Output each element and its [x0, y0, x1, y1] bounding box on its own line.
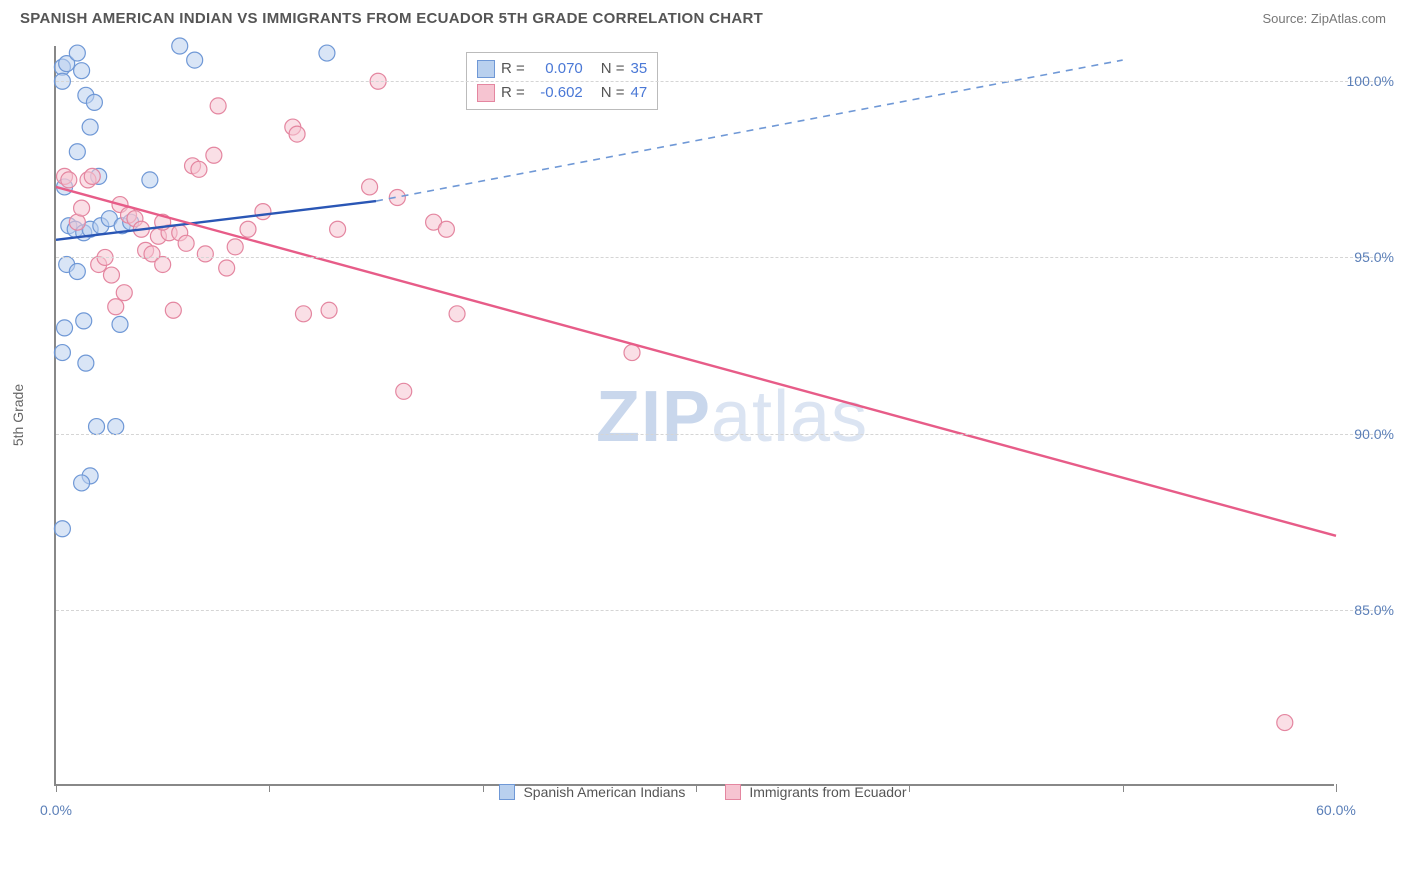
chart-container: 5th Grade ZIPatlas R =0.070N =35R =-0.60…: [54, 46, 1386, 816]
plot-area: 5th Grade ZIPatlas R =0.070N =35R =-0.60…: [54, 46, 1334, 786]
scatter-point: [74, 200, 90, 216]
scatter-point: [69, 144, 85, 160]
scatter-point: [61, 172, 77, 188]
legend-item: Spanish American Indians: [499, 784, 685, 800]
stats-r-value: -0.602: [531, 81, 583, 105]
y-tick-label: 100.0%: [1339, 73, 1394, 89]
scatter-point: [57, 320, 73, 336]
scatter-point: [321, 302, 337, 318]
chart-source: Source: ZipAtlas.com: [1262, 11, 1386, 26]
scatter-point: [191, 161, 207, 177]
scatter-point: [219, 260, 235, 276]
series-legend: Spanish American Indians Immigrants from …: [0, 784, 1406, 800]
x-tick-label: 60.0%: [1316, 802, 1356, 818]
stats-n-label: N =: [601, 81, 625, 105]
chart-header: SPANISH AMERICAN INDIAN VS IMMIGRANTS FR…: [0, 0, 1406, 35]
scatter-point: [255, 204, 271, 220]
scatter-point: [155, 256, 171, 272]
stats-swatch: [477, 84, 495, 102]
scatter-point: [78, 355, 94, 371]
scatter-point: [69, 264, 85, 280]
scatter-point: [112, 316, 128, 332]
scatter-point: [438, 221, 454, 237]
scatter-point: [74, 63, 90, 79]
scatter-point: [69, 45, 85, 61]
stats-n-value: 47: [631, 81, 648, 105]
scatter-point: [1277, 715, 1293, 731]
stats-r-value: 0.070: [531, 57, 583, 81]
scatter-point: [116, 285, 132, 301]
legend-swatch: [725, 784, 741, 800]
legend-item: Immigrants from Ecuador: [725, 784, 906, 800]
legend-label: Immigrants from Ecuador: [749, 784, 906, 800]
y-tick-label: 95.0%: [1339, 249, 1394, 265]
stats-r-label: R =: [501, 81, 525, 105]
x-tick-label: 0.0%: [40, 802, 72, 818]
y-tick-label: 85.0%: [1339, 602, 1394, 618]
gridline-h: [56, 257, 1388, 258]
scatter-point: [172, 38, 188, 54]
stats-r-label: R =: [501, 57, 525, 81]
legend-swatch: [499, 784, 515, 800]
scatter-point: [82, 119, 98, 135]
scatter-point: [76, 313, 92, 329]
stats-row: R =-0.602 N =47: [477, 81, 647, 105]
scatter-point: [449, 306, 465, 322]
scatter-point: [197, 246, 213, 262]
y-axis-title: 5th Grade: [10, 384, 26, 446]
y-tick-label: 90.0%: [1339, 426, 1394, 442]
scatter-point: [54, 521, 70, 537]
stats-row: R =0.070 N =35: [477, 57, 647, 81]
scatter-point: [330, 221, 346, 237]
stats-n-value: 35: [631, 57, 648, 81]
gridline-h: [56, 81, 1388, 82]
scatter-point: [74, 475, 90, 491]
trend-line: [56, 187, 1336, 536]
scatter-point: [86, 94, 102, 110]
plot-svg: [56, 46, 1336, 786]
scatter-point: [396, 383, 412, 399]
scatter-point: [103, 267, 119, 283]
legend-label: Spanish American Indians: [523, 784, 685, 800]
scatter-point: [142, 172, 158, 188]
scatter-point: [108, 419, 124, 435]
scatter-point: [54, 345, 70, 361]
scatter-point: [178, 235, 194, 251]
scatter-point: [319, 45, 335, 61]
scatter-point: [362, 179, 378, 195]
scatter-point: [84, 168, 100, 184]
scatter-point: [210, 98, 226, 114]
gridline-h: [56, 434, 1388, 435]
scatter-point: [227, 239, 243, 255]
scatter-point: [206, 147, 222, 163]
stats-swatch: [477, 60, 495, 78]
gridline-h: [56, 610, 1388, 611]
scatter-point: [289, 126, 305, 142]
scatter-point: [165, 302, 181, 318]
scatter-point: [108, 299, 124, 315]
scatter-point: [187, 52, 203, 68]
stats-n-label: N =: [601, 57, 625, 81]
scatter-point: [624, 345, 640, 361]
scatter-point: [89, 419, 105, 435]
scatter-point: [295, 306, 311, 322]
chart-title: SPANISH AMERICAN INDIAN VS IMMIGRANTS FR…: [20, 10, 763, 27]
scatter-point: [240, 221, 256, 237]
